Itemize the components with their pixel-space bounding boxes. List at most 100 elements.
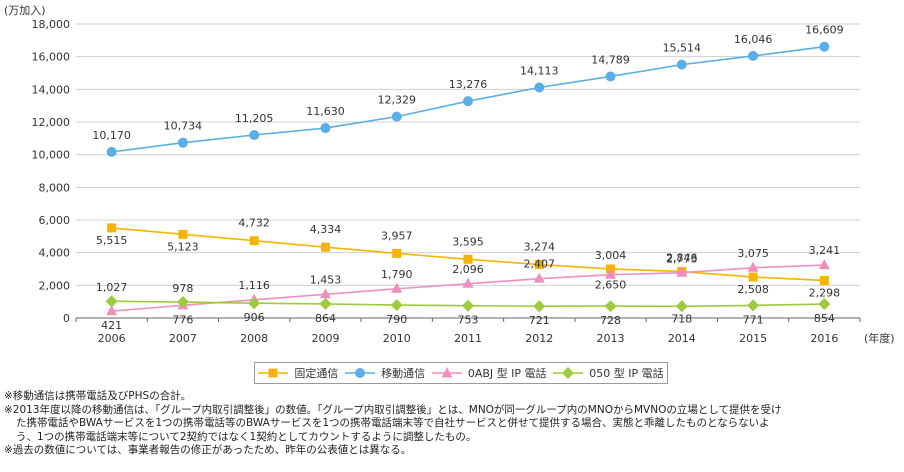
data-label: 2,407 <box>524 258 556 271</box>
data-label: 721 <box>529 314 550 327</box>
data-label: 4,334 <box>310 223 342 236</box>
y-tick-label: 16,000 <box>32 51 71 64</box>
legend-swatch <box>345 368 376 378</box>
series-3: 1,027 978 906 864 790 753 721 728 718 771 854 <box>96 281 835 327</box>
data-label: 421 <box>101 319 122 332</box>
data-label: 15,514 <box>663 42 702 55</box>
data-point <box>748 50 759 61</box>
data-label: 14,113 <box>520 64 559 77</box>
data-label: 11,205 <box>235 112 274 125</box>
data-point <box>320 242 330 252</box>
data-label: 3,075 <box>737 247 769 260</box>
legend-swatch <box>431 367 462 378</box>
data-point <box>747 261 759 272</box>
y-tick-label: 4,000 <box>39 247 71 260</box>
data-label: 771 <box>743 313 764 326</box>
footnote: ※2013年度以降の移動通信は、「グループ内取引調整後」の数値。「グループ内取引… <box>4 403 782 416</box>
data-label: 13,276 <box>449 78 488 91</box>
x-tick-label: 2016 <box>810 332 838 345</box>
data-point <box>533 300 546 313</box>
data-point <box>106 305 118 316</box>
legend-marker <box>441 367 453 378</box>
data-label: 3,595 <box>452 235 484 248</box>
data-point <box>748 272 758 282</box>
data-label: 728 <box>600 314 621 327</box>
data-point <box>319 288 331 299</box>
data-point <box>249 129 260 140</box>
data-label: 16,609 <box>805 24 844 37</box>
footnote: ※移動通信は携帯電話及びPHSの合計。 <box>4 390 192 402</box>
data-label: 864 <box>315 312 336 325</box>
y-tick-label: 18,000 <box>32 18 71 31</box>
legend: 固定通信 移動通信 0ABJ 型 IP 電話 050 型 IP 電話 <box>254 362 668 384</box>
data-point <box>178 229 188 239</box>
data-label: 10,734 <box>164 120 203 133</box>
data-point <box>605 268 617 279</box>
x-axis-ticks: 2006 2007 2008 2009 2010 2011 2012 2013 2014 2015… <box>98 332 839 345</box>
footnote-continued: た携帯電話やBWAサービスを1つの携帯電話等のBWAサービスを1つの携帯電話端末… <box>16 417 770 429</box>
data-label: 854 <box>814 312 835 325</box>
y-axis-ticks: 0 2,000 4,000 6,000 8,000 10,000 12,000 14,000 1… <box>32 18 71 325</box>
data-label: 16,046 <box>734 33 773 46</box>
data-point <box>604 300 617 313</box>
data-label: 3,274 <box>524 241 556 254</box>
footnote-continued: う、1つの携帯電話端末等について2契約ではなく1契約としてカウントするように調整… <box>16 430 477 443</box>
legend-marker <box>355 368 366 378</box>
data-label: 978 <box>172 282 193 295</box>
data-label: 1,453 <box>310 273 342 286</box>
data-point <box>390 299 403 312</box>
data-label: 5,515 <box>96 234 128 247</box>
data-label: 3,241 <box>809 244 841 257</box>
data-point <box>818 259 830 270</box>
data-label: 718 <box>671 312 692 325</box>
data-point <box>107 223 117 233</box>
x-tick-label: 2014 <box>668 332 696 345</box>
x-tick-label: 2008 <box>240 332 268 345</box>
data-point <box>819 275 829 285</box>
legend-item: 050 型 IP 電話 <box>553 365 664 381</box>
data-label: 3,004 <box>595 249 627 262</box>
data-label: 2,298 <box>809 286 841 299</box>
data-point <box>463 96 473 107</box>
data-point <box>676 59 687 70</box>
legend-swatch <box>258 368 289 378</box>
data-label: 12,329 <box>377 94 416 107</box>
data-label: 5,123 <box>167 240 199 253</box>
data-point <box>176 296 189 309</box>
data-point <box>319 297 332 310</box>
grid-lines <box>75 23 861 322</box>
data-point <box>391 111 402 122</box>
data-label: 776 <box>172 313 193 326</box>
x-tick-label: 2011 <box>454 332 482 345</box>
legend-label: 0ABJ 型 IP 電話 <box>467 367 547 380</box>
data-point <box>462 299 474 312</box>
legend-item: 移動通信 <box>345 365 425 381</box>
legend-swatch <box>553 367 584 379</box>
data-point <box>747 299 760 312</box>
data-label: 14,789 <box>591 53 630 66</box>
footnotes: ※移動通信は携帯電話及びPHSの合計。 ※2013年度以降の移動通信は、「グルー… <box>4 390 900 458</box>
x-tick-label: 2012 <box>525 332 553 345</box>
x-tick-label: 2007 <box>169 332 197 345</box>
y-tick-label: 8,000 <box>39 181 71 194</box>
y-unit-label: (万加入) <box>4 4 46 17</box>
legend-label: 移動通信 <box>381 367 426 380</box>
series-0: 5,515 5,123 4,732 4,334 3,957 3,595 3,274 3,004… <box>96 217 840 300</box>
data-point <box>106 146 117 157</box>
data-label: 2,508 <box>737 283 769 296</box>
line-chart: 0 2,000 4,000 6,000 8,000 10,000 12,000 14,000 1… <box>4 4 895 345</box>
data-label: 1,116 <box>238 279 270 292</box>
data-label: 2,096 <box>452 263 484 276</box>
legend-marker <box>268 368 278 378</box>
data-label: 1,027 <box>96 281 128 294</box>
y-tick-label: 14,000 <box>32 83 71 96</box>
series-2: 421 776 1,116 1,453 1,790 2,096 2,407 2,650 2,77… <box>101 244 840 332</box>
legend-item: 0ABJ 型 IP 電話 <box>431 365 547 381</box>
data-point <box>534 82 545 93</box>
data-point <box>676 266 688 277</box>
data-point <box>533 272 545 283</box>
data-label: 753 <box>458 314 479 327</box>
legend-label: 固定通信 <box>294 367 339 380</box>
data-point <box>534 260 544 270</box>
legend-item: 固定通信 <box>258 365 338 381</box>
